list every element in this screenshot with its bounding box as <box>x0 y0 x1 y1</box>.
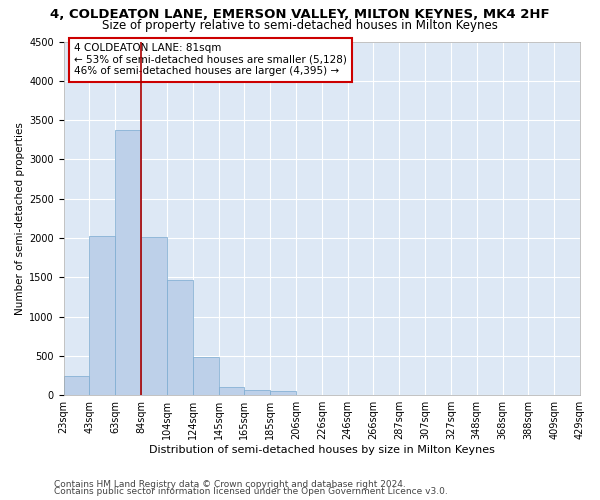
Bar <box>141 237 167 395</box>
Bar <box>64 376 89 395</box>
Y-axis label: Number of semi-detached properties: Number of semi-detached properties <box>15 122 25 315</box>
Text: Contains public sector information licensed under the Open Government Licence v3: Contains public sector information licen… <box>54 487 448 496</box>
Bar <box>115 130 141 395</box>
Bar <box>167 280 193 395</box>
Text: 4, COLDEATON LANE, EMERSON VALLEY, MILTON KEYNES, MK4 2HF: 4, COLDEATON LANE, EMERSON VALLEY, MILTO… <box>50 8 550 20</box>
Bar <box>218 388 244 395</box>
Bar <box>89 236 115 395</box>
Text: Contains HM Land Registry data © Crown copyright and database right 2024.: Contains HM Land Registry data © Crown c… <box>54 480 406 489</box>
Bar <box>193 358 218 395</box>
Bar <box>244 390 270 395</box>
X-axis label: Distribution of semi-detached houses by size in Milton Keynes: Distribution of semi-detached houses by … <box>149 445 495 455</box>
Text: Size of property relative to semi-detached houses in Milton Keynes: Size of property relative to semi-detach… <box>102 18 498 32</box>
Text: 4 COLDEATON LANE: 81sqm
← 53% of semi-detached houses are smaller (5,128)
46% of: 4 COLDEATON LANE: 81sqm ← 53% of semi-de… <box>74 44 347 76</box>
Bar <box>270 392 296 395</box>
